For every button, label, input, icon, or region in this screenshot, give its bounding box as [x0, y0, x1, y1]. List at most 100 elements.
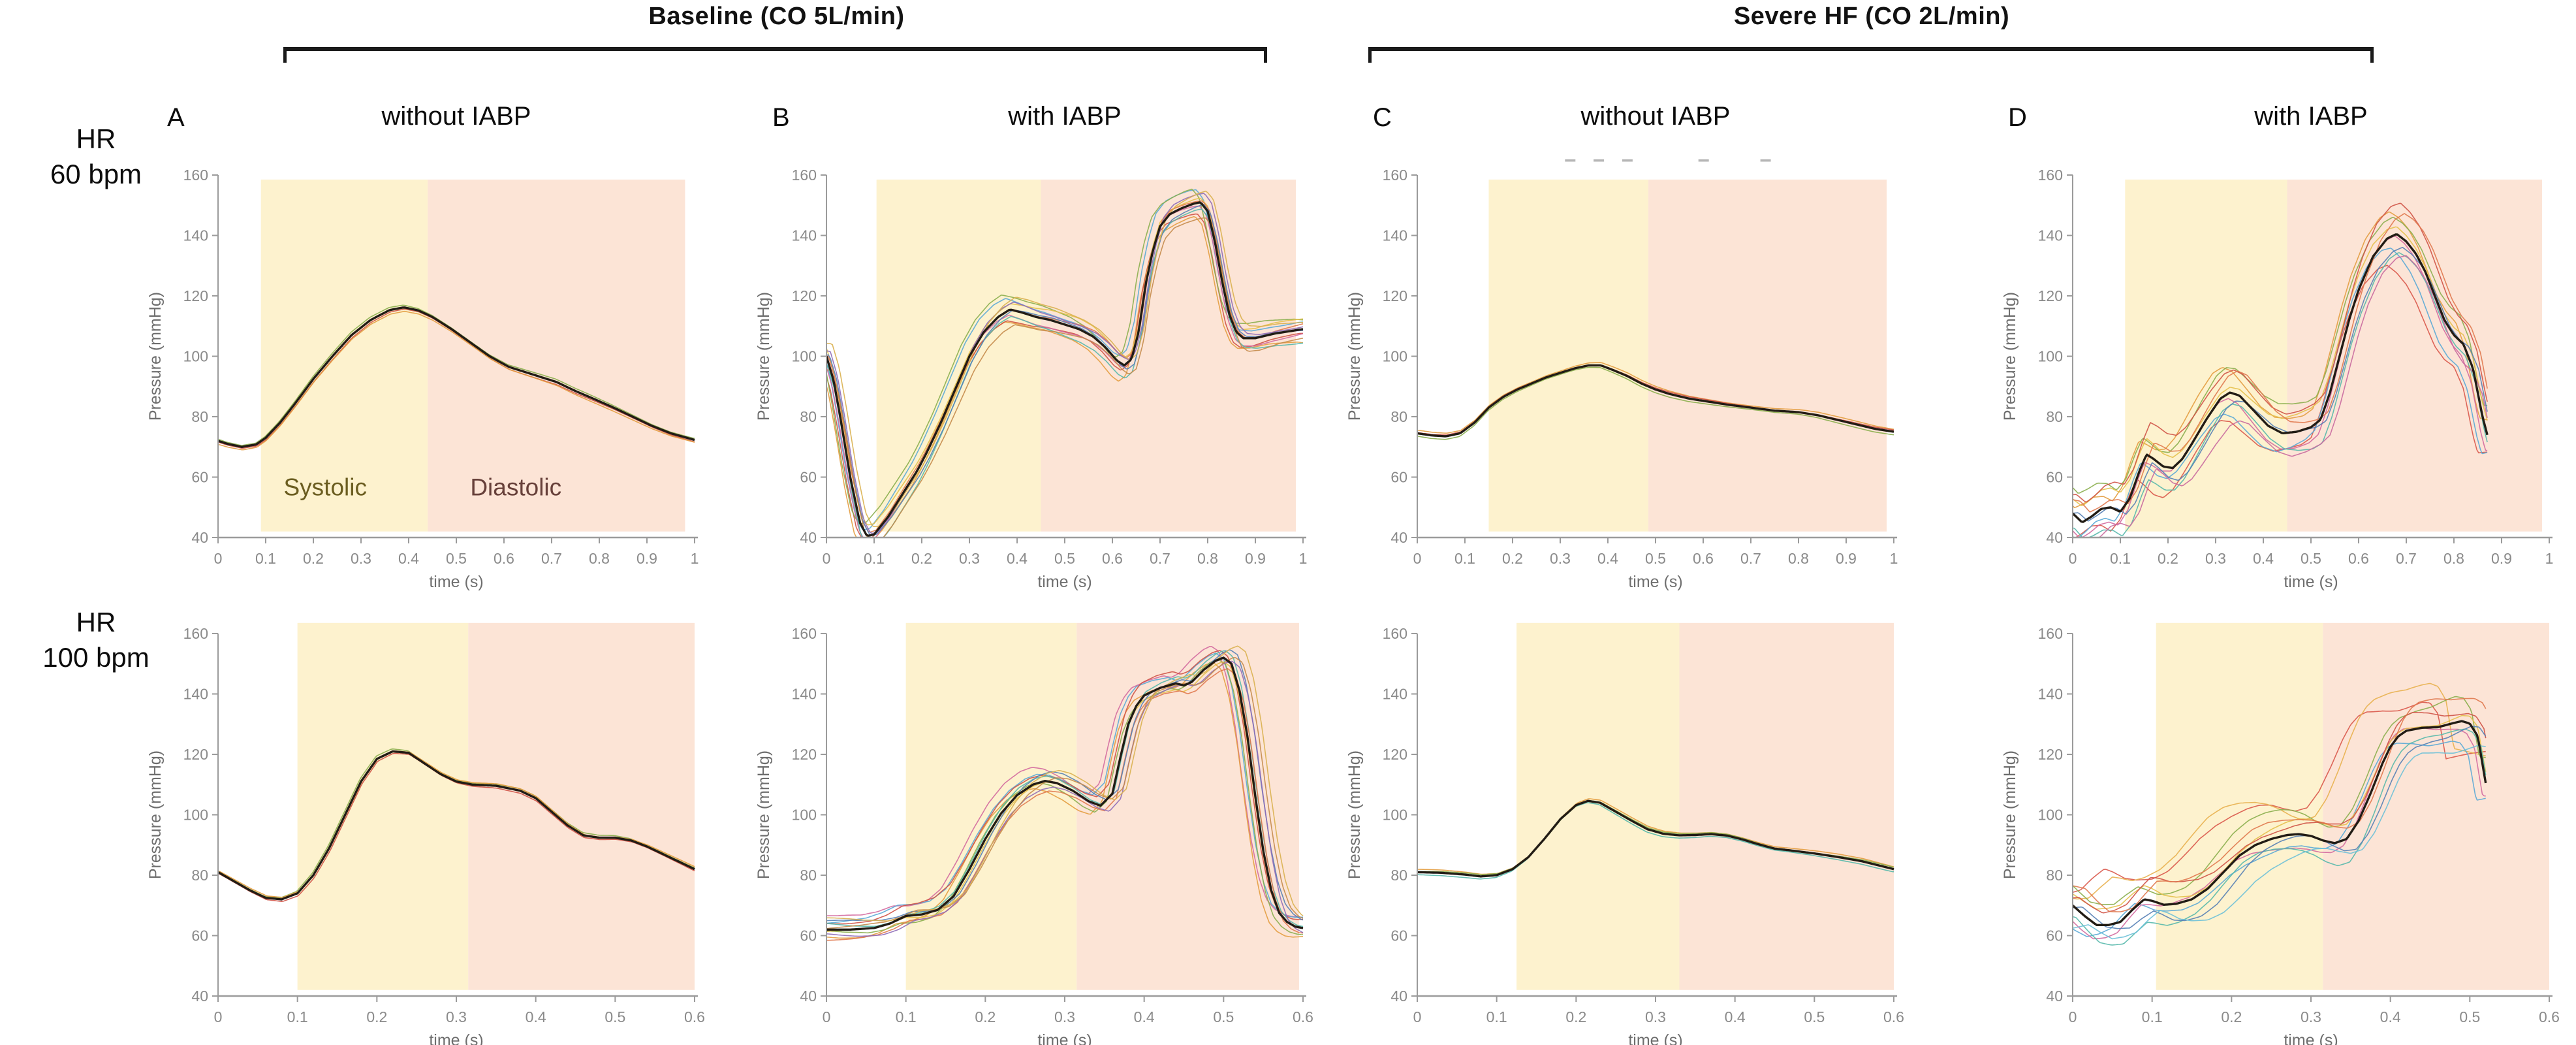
mean-pressure-line	[1417, 364, 1894, 438]
pressure-waveform-svg: 40 60 80 100 120 140 160 0 0.1 0.2 0.3 0.4 0.5 0.6 0.7…	[2001, 167, 2553, 591]
svg-text:0: 0	[214, 550, 223, 567]
svg-text:0.8: 0.8	[2443, 550, 2464, 567]
axes: 40 60 80 100 120 140 160 0 0.1 0.2 0.3 0.4 0.5 0.6 tim…	[2001, 625, 2560, 1045]
svg-text:0.5: 0.5	[2459, 1008, 2480, 1025]
y-axis-label: Pressure (mmHg)	[755, 292, 773, 421]
svg-text:0.1: 0.1	[255, 550, 276, 567]
pressure-plot-hr60-severe-iabp: 40 60 80 100 120 140 160 0 0.1 0.2 0.3 0.4 0.5 0.6 0.7…	[1994, 155, 2576, 606]
y-axis-label: Pressure (mmHg)	[1345, 750, 1364, 879]
svg-text:0.9: 0.9	[636, 550, 657, 567]
panel-label-b: B	[772, 103, 790, 132]
row-label-line: HR	[76, 607, 116, 637]
x-axis-label: time (s)	[429, 573, 483, 591]
svg-text:100: 100	[2038, 348, 2063, 365]
svg-text:160: 160	[792, 167, 817, 184]
pressure-plot-hr100-severe-iabp: 40 60 80 100 120 140 160 0 0.1 0.2 0.3 0.4 0.5 0.6 tim…	[1994, 614, 2576, 1045]
panel-label-a: A	[167, 103, 185, 132]
baseline-group-bracket	[283, 47, 1267, 63]
svg-text:160: 160	[2038, 625, 2063, 642]
x-axis-label: time (s)	[1628, 573, 1682, 591]
svg-text:0.1: 0.1	[1454, 550, 1475, 567]
svg-text:140: 140	[2038, 227, 2063, 244]
column-title-with-iabp-baseline: with IABP	[1008, 102, 1122, 131]
svg-text:80: 80	[800, 867, 817, 884]
row-label-hr-60: HR 60 bpm	[14, 121, 178, 192]
systolic-band	[2125, 179, 2287, 532]
mean-pressure-line	[1417, 799, 1894, 878]
svg-text:0.3: 0.3	[2205, 550, 2226, 567]
phase-bands	[2125, 179, 2543, 532]
svg-text:0.1: 0.1	[896, 1008, 917, 1025]
svg-text:0.1: 0.1	[864, 550, 885, 567]
svg-text:60: 60	[800, 927, 817, 944]
svg-text:0.7: 0.7	[541, 550, 562, 567]
svg-text:0.2: 0.2	[2221, 1008, 2242, 1025]
panel-label-c: C	[1373, 103, 1392, 132]
svg-text:140: 140	[1383, 686, 1407, 703]
phase-bands	[2156, 622, 2549, 990]
diastolic-band	[428, 179, 685, 532]
svg-text:0.1: 0.1	[2110, 550, 2131, 567]
svg-text:0.4: 0.4	[398, 550, 419, 567]
y-axis-label: Pressure (mmHg)	[2001, 750, 2019, 879]
pressure-plot-hr100-severe-no-iabp: 40 60 80 100 120 140 160 0 0.1 0.2 0.3 0.4 0.5 0.6 tim…	[1339, 614, 1940, 1045]
svg-text:0.2: 0.2	[2158, 550, 2178, 567]
mean-pressure-line	[218, 750, 695, 901]
y-axis-label: Pressure (mmHg)	[1345, 292, 1364, 421]
svg-text:0.4: 0.4	[1725, 1008, 1746, 1025]
svg-text:100: 100	[2038, 807, 2063, 824]
pressure-waveform-svg: 40 60 80 100 120 140 160 0 0.1 0.2 0.3 0.4 0.5 0.6 tim…	[146, 622, 705, 1045]
systolic-band	[2156, 622, 2323, 990]
axes: 40 60 80 100 120 140 160 0 0.1 0.2 0.3 0.4 0.5 0.6 0.7…	[755, 167, 1307, 591]
y-axis-label: Pressure (mmHg)	[2001, 292, 2019, 421]
svg-text:160: 160	[183, 167, 208, 184]
pressure-plot-hr100-baseline-iabp: 40 60 80 100 120 140 160 0 0.1 0.2 0.3 0.4 0.5 0.6 tim…	[748, 614, 1349, 1045]
x-axis-label: time (s)	[2284, 1031, 2338, 1045]
svg-text:0: 0	[823, 1008, 831, 1025]
svg-text:60: 60	[2046, 927, 2063, 944]
x-axis-label: time (s)	[429, 1031, 483, 1045]
row-label-line: 100 bpm	[42, 641, 149, 673]
svg-text:0.5: 0.5	[1213, 1008, 1234, 1025]
svg-text:0.1: 0.1	[287, 1008, 308, 1025]
svg-text:0.9: 0.9	[1836, 550, 1857, 567]
svg-text:0: 0	[2069, 1008, 2077, 1025]
svg-text:0.5: 0.5	[446, 550, 467, 567]
row-label-line: HR	[76, 123, 116, 154]
axes: 40 60 80 100 120 140 160 0 0.1 0.2 0.3 0.4 0.5 0.6 tim…	[146, 625, 705, 1045]
svg-text:100: 100	[1383, 348, 1407, 365]
svg-text:0.8: 0.8	[1197, 550, 1218, 567]
svg-text:0.5: 0.5	[1645, 550, 1666, 567]
systolic-band	[1516, 622, 1680, 990]
svg-text:1: 1	[1890, 550, 1898, 567]
svg-text:0: 0	[2069, 550, 2077, 567]
svg-text:0.9: 0.9	[2491, 550, 2512, 567]
x-axis-label: time (s)	[2284, 573, 2338, 591]
svg-text:0.4: 0.4	[1134, 1008, 1155, 1025]
svg-text:0.1: 0.1	[2142, 1008, 2163, 1025]
group-header-severe-hf: Severe HF (CO 2L/min)	[1733, 3, 2010, 30]
axes: 40 60 80 100 120 140 160 0 0.1 0.2 0.3 0.4 0.5 0.6 tim…	[1345, 625, 1904, 1045]
pressure-waveform-svg: 40 60 80 100 120 140 160 0 0.1 0.2 0.3 0.4 0.5 0.6 0.7…	[146, 167, 699, 591]
svg-text:100: 100	[1383, 807, 1407, 824]
svg-text:0.3: 0.3	[2301, 1008, 2321, 1025]
diastolic-band	[468, 622, 695, 990]
svg-text:120: 120	[2038, 287, 2063, 304]
axes: 40 60 80 100 120 140 160 0 0.1 0.2 0.3 0.4 0.5 0.6 0.7…	[146, 167, 699, 591]
axes: 40 60 80 100 120 140 160 0 0.1 0.2 0.3 0.4 0.5 0.6 0.7…	[2001, 167, 2553, 591]
mean-pressure-line	[2073, 720, 2487, 926]
svg-text:100: 100	[792, 807, 817, 824]
svg-text:0.3: 0.3	[1054, 1008, 1075, 1025]
svg-text:0.4: 0.4	[526, 1008, 546, 1025]
svg-text:0.3: 0.3	[446, 1008, 467, 1025]
svg-text:160: 160	[792, 625, 817, 642]
svg-text:140: 140	[183, 227, 208, 244]
svg-text:0.4: 0.4	[2380, 1008, 2401, 1025]
systolic-band	[905, 622, 1077, 990]
svg-text:80: 80	[1390, 408, 1407, 425]
svg-text:160: 160	[1383, 625, 1407, 642]
svg-text:120: 120	[792, 287, 817, 304]
systolic-band	[1488, 179, 1649, 532]
ensemble-traces	[2073, 683, 2487, 946]
svg-text:0.3: 0.3	[351, 550, 371, 567]
